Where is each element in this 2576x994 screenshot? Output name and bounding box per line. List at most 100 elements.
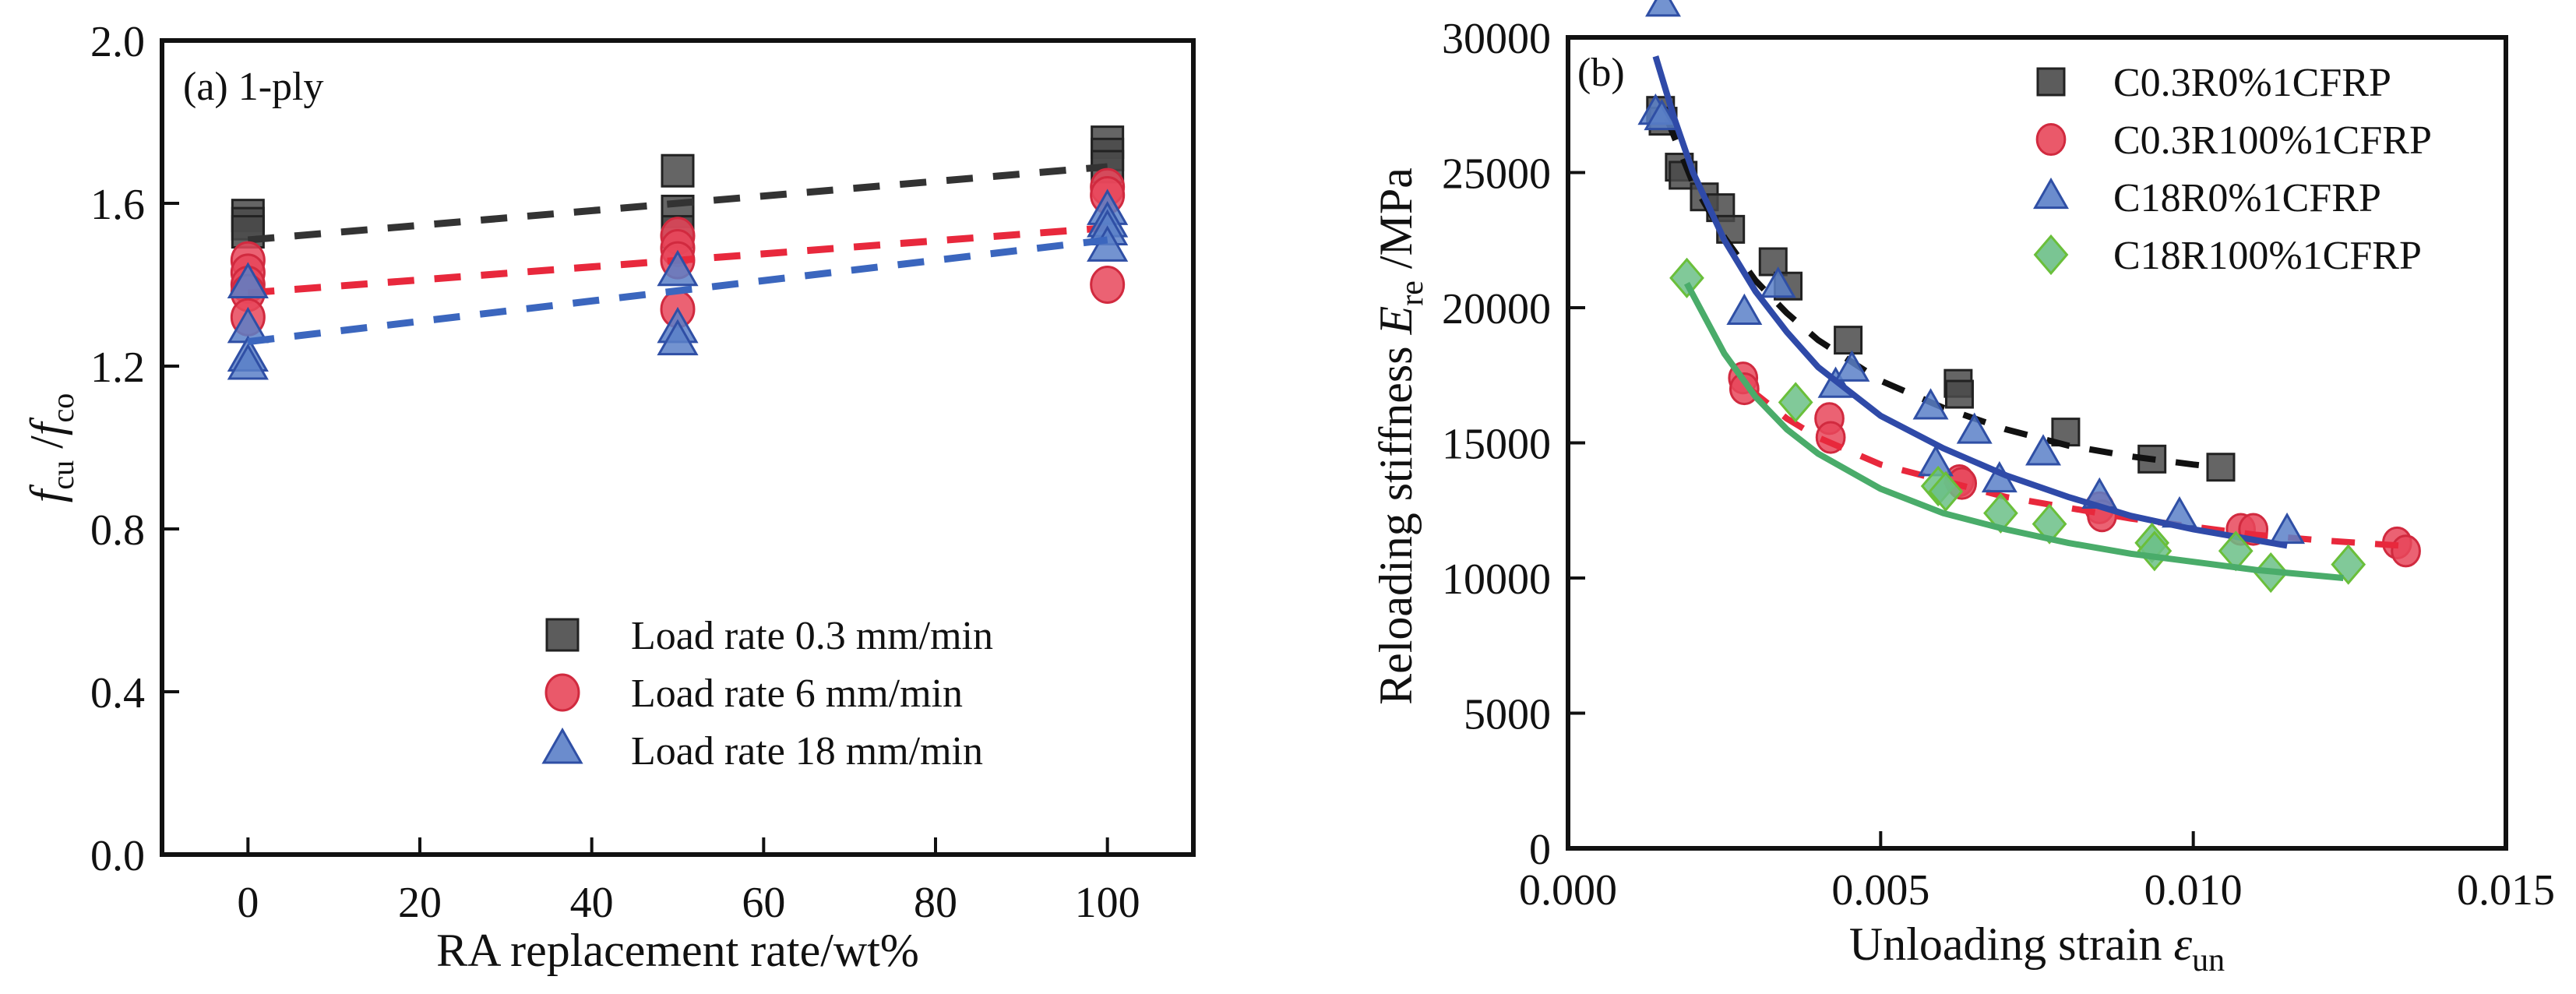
x-tick-label: 0.000: [1519, 866, 1617, 915]
legend-label: C0.3R100%1CFRP: [2113, 118, 2432, 163]
x-tick-label: 80: [914, 879, 957, 927]
data-point-square: [661, 153, 695, 188]
y-axis-title-a-sub1: cu: [45, 460, 80, 490]
legend-marker-square: [545, 618, 580, 652]
axes-frame-a: [160, 38, 1196, 857]
legend-marker-diamond: [2033, 234, 2069, 276]
y-tick-label: 25000: [1442, 150, 1551, 199]
x-axis-b: 0.000 0.005 0.010 0.015: [1519, 831, 2555, 915]
data-point-triangle: [657, 319, 699, 356]
y-tick-label: 0.0: [90, 832, 145, 880]
x-tick-label: 20: [398, 879, 442, 927]
legend-label: C18R0%1CFRP: [2113, 176, 2381, 220]
legend-label: C0.3R0%1CFRP: [2113, 61, 2391, 105]
data-point-circle: [1090, 266, 1126, 304]
legend-marker-square: [2036, 67, 2066, 97]
legend-item: Load rate 0.3 mm/min: [545, 614, 993, 658]
legend-b: C0.3R0%1CFRP C0.3R100%1CFRP C18R0%1CFRP C18…: [2033, 61, 2432, 278]
legend-item: C0.3R100%1CFRP: [2035, 118, 2432, 163]
data-point-triangle: [1645, 0, 1681, 17]
data-point-triangle: [2269, 512, 2306, 545]
legend-label: C18R100%1CFRP: [2113, 234, 2422, 278]
data-point-triangle: [1912, 388, 1949, 420]
data-point-diamond: [2331, 544, 2366, 585]
x-tick-label: 0.010: [2144, 866, 2243, 915]
data-point-circle: [1729, 372, 1760, 406]
legend-item: C0.3R0%1CFRP: [2036, 61, 2391, 105]
data-point-triangle: [1834, 350, 1870, 382]
x-tick-label: 0: [237, 879, 259, 927]
x-axis-title-b-main: Unloading strain: [1849, 918, 2174, 970]
data-point-triangle: [1956, 412, 1993, 444]
data-point-circle: [2391, 534, 2421, 568]
data-point-diamond: [2032, 503, 2067, 545]
trend-line-triangle: [247, 236, 1108, 346]
data-point-triangle: [1726, 293, 1763, 326]
legend-label: Load rate 6 mm/min: [631, 671, 963, 716]
x-tick-label: 0.015: [2457, 866, 2555, 915]
plot-area-a: [227, 125, 1129, 380]
data-point-square: [2206, 453, 2236, 482]
chart-panel-b: 0.000 0.005 0.010 0.015 0 5000 10000 15000 2000…: [1370, 0, 2555, 978]
y-axis-title-b-main: Reloading stiffness: [1370, 334, 1422, 705]
x-axis-title-a: RA replacement rate/wt%: [436, 925, 919, 976]
y-axis-title-b-sub: re: [1394, 280, 1430, 306]
legend-label: Load rate 0.3 mm/min: [631, 614, 993, 658]
y-tick-label: 2.0: [90, 18, 145, 66]
y-axis-title-a-sub2: co: [45, 393, 80, 423]
legend-item: C18R0%1CFRP: [2033, 176, 2381, 220]
y-axis-title-b-sym: E: [1370, 306, 1422, 336]
y-tick-label: 1.6: [90, 181, 145, 229]
fit-curve-triangle: [1652, 55, 2288, 549]
legend-marker-circle: [2035, 122, 2067, 157]
legend-item: C18R100%1CFRP: [2033, 234, 2422, 278]
x-tick-label: 40: [570, 879, 614, 927]
series-triangle: [227, 189, 1129, 380]
legend-marker-circle: [544, 673, 580, 712]
x-axis-title-b-sym: ε: [2173, 918, 2192, 970]
legend-item: Load rate 18 mm/min: [541, 727, 983, 774]
data-point-diamond: [1778, 382, 1813, 423]
y-tick-label: 20000: [1442, 285, 1551, 333]
data-point-triangle: [1644, 98, 1680, 131]
y-tick-label: 10000: [1442, 555, 1551, 604]
x-tick-label: 60: [742, 879, 785, 927]
x-tick-label: 100: [1075, 879, 1140, 927]
y-tick-label: 15000: [1442, 421, 1551, 469]
plot-area-b: [1637, 0, 2421, 594]
legend-a: Load rate 0.3 mm/min Load rate 6 mm/min Lo…: [541, 614, 993, 774]
y-axis-a: 0.0 0.4 0.8 1.2 1.6 2.0: [90, 18, 179, 880]
data-point-triangle: [1760, 266, 1796, 298]
data-point-diamond: [1669, 257, 1704, 298]
y-tick-label: 5000: [1464, 691, 1551, 739]
data-point-triangle: [657, 249, 699, 287]
y-axis-title-a: fcu /fco: [21, 393, 80, 503]
x-axis-a: 0 20 40 60 80 100: [237, 837, 1140, 927]
legend-marker-triangle: [2033, 177, 2069, 210]
y-tick-label: 0.4: [90, 669, 145, 717]
y-axis-title-a-sep: /: [21, 435, 72, 460]
data-point-diamond: [1983, 492, 2018, 534]
fit-curve-diamond: [1683, 281, 2344, 581]
panel-label-b: (b): [1577, 51, 1625, 95]
series-triangle: [1637, 0, 2306, 549]
y-axis-b: 0 5000 10000 15000 20000 25000 30000: [1442, 15, 1585, 874]
y-tick-label: 30000: [1442, 15, 1551, 63]
y-axis-title-b-tail: /MPa: [1370, 167, 1422, 280]
y-tick-label: 0: [1529, 826, 1551, 874]
legend-marker-triangle: [541, 727, 583, 764]
legend-item: Load rate 6 mm/min: [544, 671, 963, 716]
data-point-triangle: [2025, 434, 2062, 466]
y-tick-label: 1.2: [90, 344, 145, 392]
x-axis-title-b-sub: un: [2192, 943, 2225, 978]
data-point-triangle: [227, 262, 269, 298]
x-tick-label: 0.005: [1831, 866, 1929, 915]
data-point-square: [1944, 379, 1974, 409]
series-diamond: [1669, 257, 2366, 594]
x-axis-title-b: Unloading strain εun: [1849, 918, 2225, 978]
data-point-triangle: [227, 343, 269, 380]
y-axis-title-b: Reloading stiffness Ere /MPa: [1370, 167, 1430, 705]
data-point-square: [1834, 326, 1863, 355]
panel-label-a: (a) 1-ply: [183, 65, 323, 109]
